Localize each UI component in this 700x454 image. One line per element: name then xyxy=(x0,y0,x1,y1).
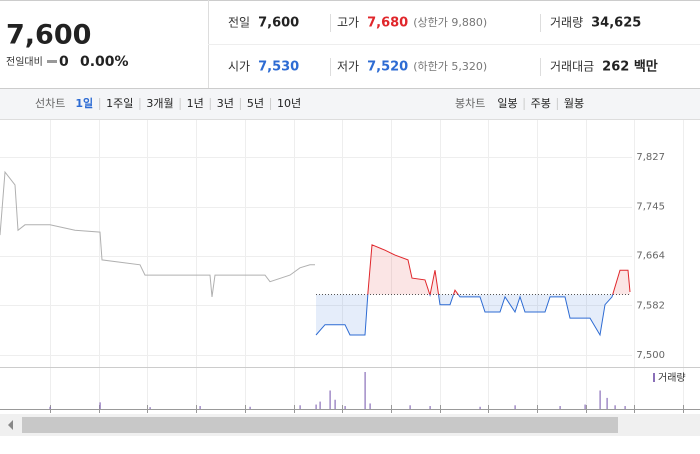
stat-value: 7,520 xyxy=(367,60,408,75)
range-tab[interactable]: 1년 xyxy=(187,97,204,110)
stat-label: 저가 xyxy=(337,60,359,74)
volume-bar xyxy=(479,406,481,409)
volume-bar xyxy=(599,390,601,409)
range-tab[interactable]: 5년 xyxy=(247,97,264,110)
area-up xyxy=(367,244,630,295)
stat-label: 거래량 xyxy=(550,16,583,30)
range-tab[interactable]: 3년 xyxy=(217,97,234,110)
volume-bar xyxy=(429,406,431,409)
stat-note: (하한가 5,320) xyxy=(413,59,487,73)
volume-bar xyxy=(584,404,586,409)
y-tick-label: 7,745 xyxy=(636,202,665,213)
range-tab[interactable]: 1일 xyxy=(75,96,93,110)
volume-bar xyxy=(409,405,411,409)
volume-bar xyxy=(624,406,626,409)
y-tick-label: 7,664 xyxy=(636,251,665,262)
toolbar: 선차트 1일 1주일 3개월 1년 3년 5년 10년 봉차트 일봉 주봉 월봉 xyxy=(35,96,584,110)
volume-bar xyxy=(344,406,346,409)
flat-icon xyxy=(47,60,57,63)
price-line-up xyxy=(367,244,631,295)
price: 7,600 xyxy=(6,20,91,51)
volume-bar xyxy=(319,401,321,409)
candle-tab[interactable]: 주봉 xyxy=(531,97,551,110)
volume-bar xyxy=(514,405,516,409)
area-down xyxy=(316,294,630,335)
stat-value: 34,625 xyxy=(591,16,641,31)
candle-tab[interactable]: 월봉 xyxy=(564,97,584,110)
scroll-left[interactable] xyxy=(8,420,13,430)
change: 0 xyxy=(59,54,69,70)
toolbar-label: 선차트 xyxy=(35,97,65,110)
toolbar-bg xyxy=(0,88,700,120)
volume-bar xyxy=(369,403,371,409)
change-label: 전일대비 xyxy=(6,56,43,68)
y-tick-label: 7,500 xyxy=(636,350,665,361)
stat-value: 262 백만 xyxy=(602,59,658,75)
stat-value: 7,530 xyxy=(258,60,299,75)
volume-bar xyxy=(606,397,608,409)
grid: 7,500 7,582 7,664 7,745 7,827 xyxy=(0,120,684,413)
stats: 전일 7,600 고가 7,680 (상한가 9,880) 거래량 34,625 시가 7,53… xyxy=(228,16,658,75)
price-line xyxy=(0,170,315,297)
range-tab[interactable]: 3개월 xyxy=(146,97,173,110)
volume-bar xyxy=(559,406,561,409)
stat-label: 시가 xyxy=(228,60,250,74)
candle-tab[interactable]: 일봉 xyxy=(497,96,517,110)
volume-bar xyxy=(364,372,366,409)
stat-value: 7,680 xyxy=(367,16,408,31)
volume-label: 거래량 xyxy=(658,372,686,384)
volume-bar xyxy=(49,406,51,409)
volume-bar xyxy=(614,405,616,409)
range-tab[interactable]: 1주일 xyxy=(106,96,133,110)
volume-bar xyxy=(249,406,251,409)
volume-bar xyxy=(334,399,336,409)
volume-bar xyxy=(329,390,331,409)
stat-value: 7,600 xyxy=(258,16,299,31)
range-tab[interactable]: 10년 xyxy=(277,97,301,110)
change-pct: 0.00% xyxy=(80,54,129,70)
volume-bar xyxy=(315,404,317,409)
stat-label: 고가 xyxy=(337,16,359,30)
plot xyxy=(0,170,631,409)
price-line-down xyxy=(315,294,614,337)
stat-label: 거래대금 xyxy=(550,60,594,74)
volume-bar xyxy=(199,406,201,409)
volume-bar xyxy=(99,402,101,409)
volume-legend-swatch xyxy=(653,373,655,382)
scroll-thumb[interactable] xyxy=(22,417,618,433)
y-tick-label: 7,582 xyxy=(636,300,665,311)
stat-label: 전일 xyxy=(228,16,250,30)
volume-bar xyxy=(299,405,301,409)
toolbar-label: 봉차트 xyxy=(455,97,485,110)
volume-bar xyxy=(149,407,151,409)
stat-note: (상한가 9,880) xyxy=(413,16,487,29)
y-tick-label: 7,827 xyxy=(636,152,665,163)
